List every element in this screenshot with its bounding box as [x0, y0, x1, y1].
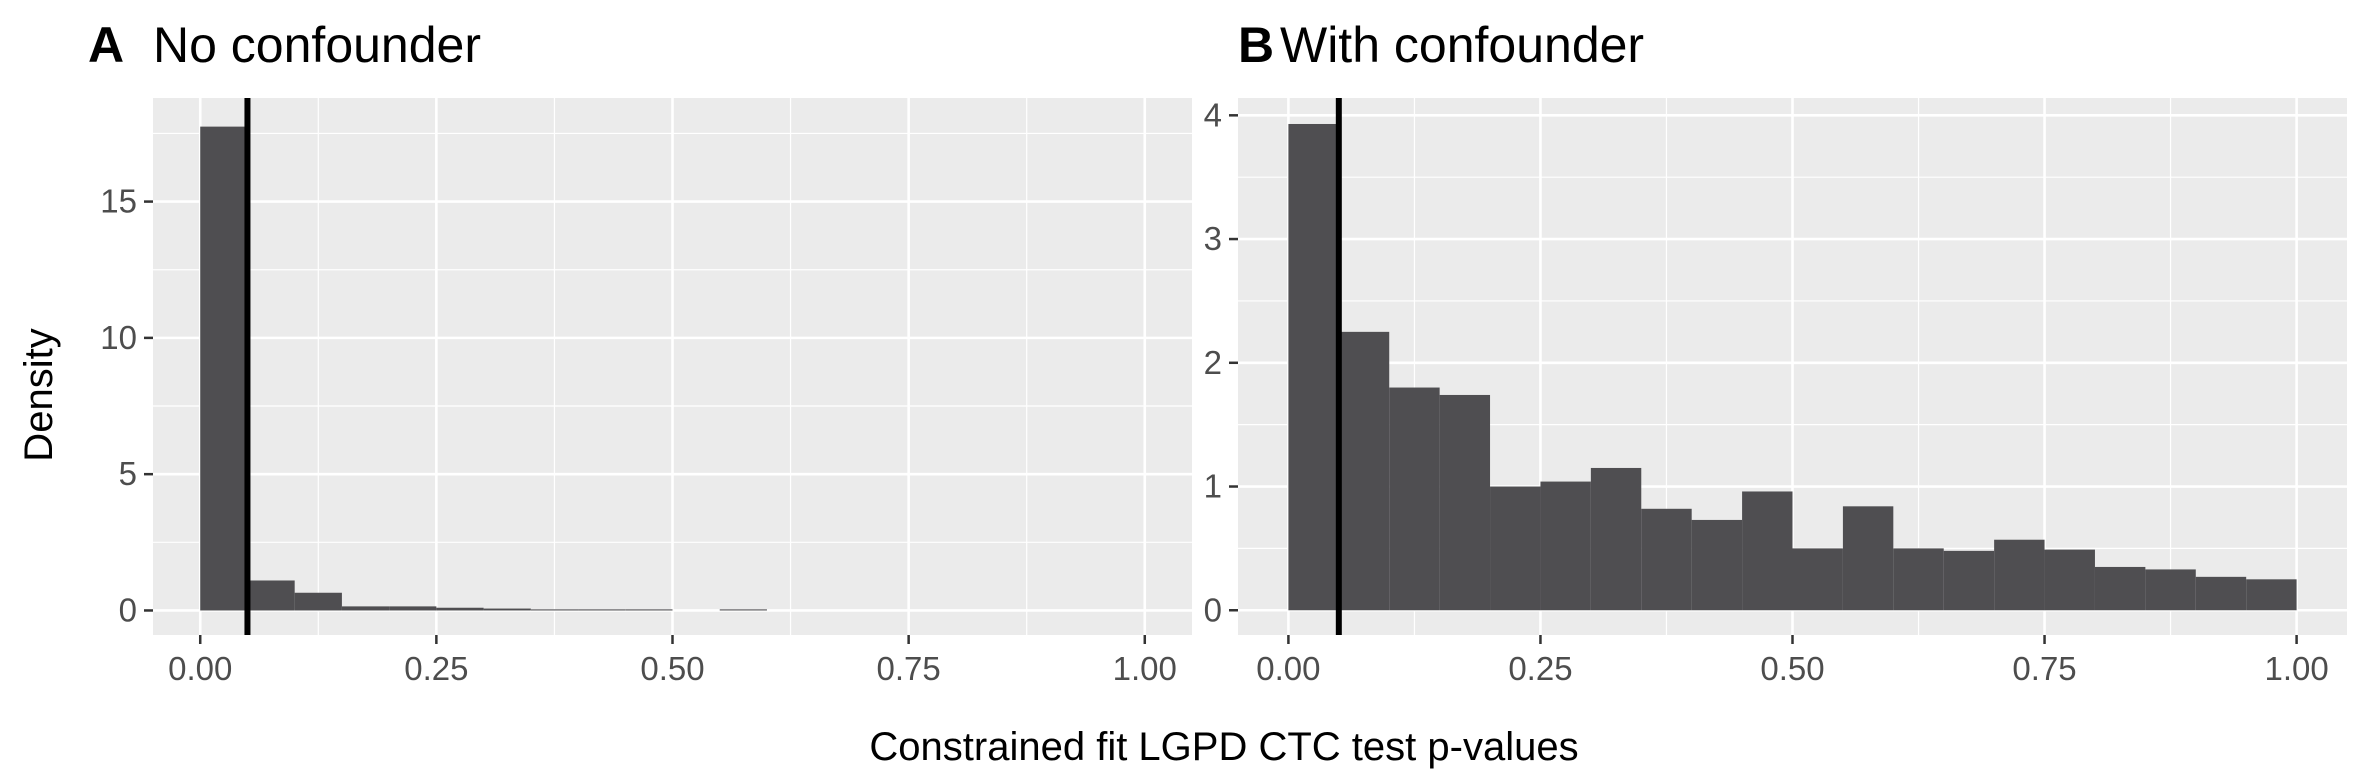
- histogram-bar: [483, 608, 531, 611]
- histogram-bar: [1994, 539, 2045, 611]
- x-tick-label: 0.50: [640, 650, 704, 687]
- histogram-bar: [1641, 508, 1692, 611]
- histogram-bar: [530, 609, 579, 611]
- histogram-bar: [389, 606, 437, 611]
- histogram-bar: [1742, 491, 1793, 611]
- panel-b: 0 1 2 3 4 0.00 0.25 0.50 0.75 1.00 B With confounde…: [1204, 17, 2347, 687]
- y-tick-label: 4: [1204, 96, 1222, 133]
- histogram-bar: [2246, 579, 2297, 611]
- histogram-bar: [247, 580, 295, 611]
- histogram-bar: [1590, 467, 1642, 611]
- histogram-bar: [625, 609, 673, 611]
- y-tick-label: 2: [1204, 344, 1222, 381]
- panel-tag: B: [1238, 17, 1274, 73]
- histogram-bar: [1943, 550, 1995, 611]
- histogram-bar: [2044, 549, 2095, 611]
- histogram-bar: [1792, 548, 1843, 611]
- x-tick-label: 1.00: [2264, 650, 2328, 687]
- histogram-bar: [294, 592, 342, 611]
- y-tick-label: 3: [1204, 220, 1222, 257]
- histogram-bar: [719, 609, 767, 611]
- y-axis-title: Density: [17, 328, 61, 461]
- histogram-bar: [2094, 566, 2146, 611]
- x-tick-label: 0.75: [2012, 650, 2076, 687]
- y-tick-label: 0: [1204, 591, 1222, 628]
- histogram-bar: [1439, 394, 1491, 611]
- histogram-bar: [1691, 519, 1743, 611]
- panel-a: 0 5 10 15 0.00 0.25 0.50 0.75 1.00 A No confounder: [88, 17, 1192, 687]
- y-tick-label: 15: [100, 183, 137, 220]
- panel-title: No confounder: [153, 17, 481, 73]
- histogram-bar: [2195, 576, 2247, 611]
- histogram-bar: [1893, 548, 1944, 611]
- x-tick-label: 0.00: [168, 650, 232, 687]
- histogram-bar: [341, 606, 390, 611]
- y-tick-label: 5: [119, 455, 137, 492]
- x-tick-label: 0.50: [1760, 650, 1824, 687]
- histogram-bar: [200, 126, 248, 611]
- panel-tag: A: [88, 17, 124, 73]
- histogram-bar: [1540, 481, 1591, 611]
- y-tick-label: 0: [119, 591, 137, 628]
- x-tick-label: 0.75: [877, 650, 941, 687]
- histogram-bar: [1288, 123, 1339, 611]
- y-tick-label: 1: [1204, 468, 1222, 505]
- y-tick-label: 10: [100, 319, 137, 356]
- histogram-bar: [578, 609, 626, 611]
- x-tick-label: 0.00: [1256, 650, 1320, 687]
- histogram-bar: [436, 607, 484, 611]
- x-axis-title: Constrained fit LGPD CTC test p-values: [869, 725, 1578, 769]
- histogram-bar: [1389, 387, 1440, 611]
- x-tick-label: 1.00: [1113, 650, 1177, 687]
- histogram-bar: [1490, 486, 1541, 611]
- panel-title: With confounder: [1280, 17, 1644, 73]
- histogram-bar: [1842, 506, 1894, 611]
- x-tick-label: 0.25: [404, 650, 468, 687]
- histogram-bar: [2145, 569, 2196, 611]
- histogram-bar: [1338, 331, 1390, 611]
- x-tick-label: 0.25: [1508, 650, 1572, 687]
